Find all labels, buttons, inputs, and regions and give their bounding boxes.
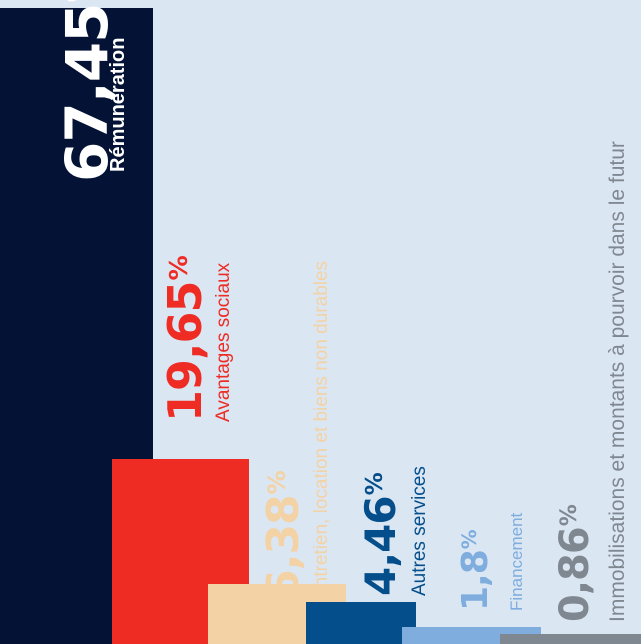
percent-sign: %	[59, 0, 97, 3]
percent-sign: %	[458, 530, 482, 550]
category-label-1: Rémunération	[107, 37, 129, 172]
category-label-4: Autres services	[409, 466, 430, 596]
category-label-6: Immobilisations et montants à pourvoir d…	[606, 141, 629, 622]
data-label-6: 0,86%	[552, 505, 598, 622]
data-label-3: 6,38%	[258, 471, 309, 600]
category-label-2: Avantages sociaux	[213, 262, 234, 422]
value-text: 4,46	[356, 496, 405, 596]
category-label-5: Financement	[507, 512, 526, 611]
category-label-3: Entretien, location et biens non durable…	[311, 260, 332, 600]
value-text: 0,86	[552, 527, 598, 622]
data-label-5: 1,8%	[455, 530, 496, 611]
percent-sign: %	[164, 256, 194, 281]
percent-sign: %	[556, 505, 582, 527]
data-label-4: 4,46%	[356, 473, 405, 596]
bar-4	[306, 602, 416, 644]
percent-sign: %	[362, 473, 389, 496]
value-text: 1,8	[455, 550, 496, 611]
data-label-2: 19,65%	[158, 256, 212, 422]
value-text: 19,65	[158, 281, 212, 422]
percent-sign: %	[262, 471, 291, 495]
bar-6	[500, 634, 641, 644]
value-text: 6,38	[258, 495, 309, 600]
